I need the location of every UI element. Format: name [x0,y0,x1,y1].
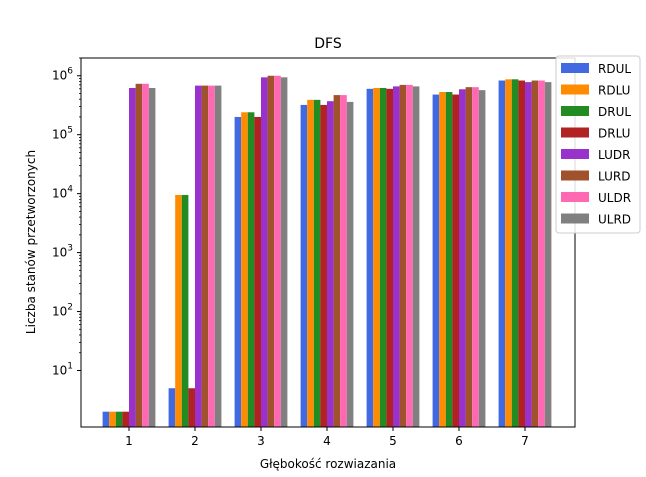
legend-label-drlu: DRLU [598,127,630,141]
y-tick-label: 102 [52,303,73,319]
legend-label-rdul: RDUL [598,62,631,76]
x-tick-label: 4 [323,434,331,448]
x-tick-label: 1 [125,434,133,448]
y-tick-label: 101 [52,361,73,377]
bar-uldr-depth-6 [472,87,479,428]
bar-drul-depth-1 [115,411,123,427]
x-axis-ticks: 1 2 3 4 5 6 7 [125,427,529,448]
bar-ludr-depth-5 [393,86,400,427]
bar-ludr-depth-1 [129,87,136,427]
bar-lurd-depth-6 [465,87,473,428]
legend-label-uldr: ULDR [598,191,631,205]
y-tick-label: 104 [52,185,73,201]
bar-rdlu-depth-4 [307,99,314,427]
bar-ludr-depth-7 [525,82,532,428]
bar-rdul-depth-5 [366,88,374,427]
bar-rdlu-depth-3 [241,112,248,427]
plot-frame [80,57,576,428]
bar-ludr-depth-2 [195,85,202,428]
chart-title: DFS [314,36,342,52]
bar-ulrd-depth-7 [544,82,552,428]
bar-drlu-depth-6 [452,94,459,427]
bar-ludr-depth-4 [327,101,334,427]
bar-rdlu-depth-5 [373,87,380,427]
bar-rdlu-depth-1 [109,411,116,427]
bar-lurd-depth-4 [333,95,341,427]
bar-drlu-depth-1 [122,411,129,427]
bar-lurd-depth-3 [267,75,275,427]
legend-label-drul: DRUL [598,105,631,119]
bars-group [102,75,552,428]
legend-swatch-uldr [561,192,589,202]
legend-label-ludr: LUDR [598,148,630,162]
bar-rdul-depth-7 [498,80,506,428]
bar-ulrd-depth-1 [148,87,156,427]
y-axis-label: Liczba stanów przetworzonych [24,150,38,334]
bar-drul-depth-3 [247,112,255,427]
bar-drlu-depth-3 [254,116,261,427]
x-tick-label: 7 [521,434,529,448]
legend-swatch-rdlu [561,84,589,95]
y-tick-label: 106 [52,67,73,83]
bar-rdlu-depth-6 [439,92,446,427]
bar-drlu-depth-4 [320,104,327,428]
bar-lurd-depth-5 [399,84,407,427]
y-tick-label: 103 [52,244,73,260]
bar-drul-depth-5 [379,87,387,427]
bar-lurd-depth-7 [531,80,539,428]
bar-rdul-depth-6 [432,94,440,427]
x-tick-label: 6 [455,434,463,448]
bar-rdul-depth-4 [300,104,308,428]
bar-uldr-depth-3 [274,75,281,427]
bar-drul-depth-6 [445,92,453,427]
x-tick-label: 2 [191,434,199,448]
bar-ulrd-depth-4 [346,101,354,428]
bar-drul-depth-4 [313,99,321,427]
bar-uldr-depth-7 [538,80,545,428]
legend-label-lurd: LURD [598,170,630,184]
bar-drlu-depth-2 [188,388,195,427]
bar-ulrd-depth-3 [280,77,288,427]
legend-swatch-rdul [561,63,589,73]
bar-drul-depth-7 [511,79,519,427]
bar-uldr-depth-2 [208,85,215,428]
legend-swatch-drlu [561,127,589,138]
legend-swatch-ludr [561,149,589,159]
legend-swatch-lurd [561,170,589,181]
bar-ulrd-depth-2 [214,85,222,428]
legend-swatch-ulrd [561,213,589,224]
x-tick-label: 5 [389,434,397,448]
bar-ulrd-depth-6 [478,90,486,427]
bar-rdul-depth-3 [234,116,242,427]
bar-ludr-depth-3 [261,77,268,427]
bar-lurd-depth-2 [201,85,209,428]
bar-ulrd-depth-5 [412,86,420,427]
bar-uldr-depth-5 [406,84,413,427]
bar-rdlu-depth-2 [175,194,182,427]
bar-rdlu-depth-7 [505,79,512,427]
bar-drlu-depth-5 [386,88,393,427]
bar-lurd-depth-1 [135,83,143,428]
bar-drlu-depth-7 [518,80,525,428]
legend: RDUL RDLU DRUL DRLU LUDR LURD ULDR ULRD [555,55,641,234]
legend-label-ulrd: ULRD [598,213,631,227]
bar-uldr-depth-4 [340,95,347,427]
legend-label-rdlu: RDLU [598,84,630,98]
legend-box [555,55,641,234]
bar-rdul-depth-2 [168,388,176,427]
bar-ludr-depth-6 [459,89,466,427]
y-axis-ticks: 101 102 103 104 105 106 [52,57,81,377]
legend-swatch-drul [561,106,589,116]
x-axis-label: Głębokość rozwiazania [260,457,396,471]
y-tick-label: 105 [52,126,73,142]
bar-rdul-depth-1 [102,411,110,427]
bar-drul-depth-2 [181,194,189,427]
bar-uldr-depth-1 [142,83,149,428]
x-tick-label: 3 [257,434,265,448]
